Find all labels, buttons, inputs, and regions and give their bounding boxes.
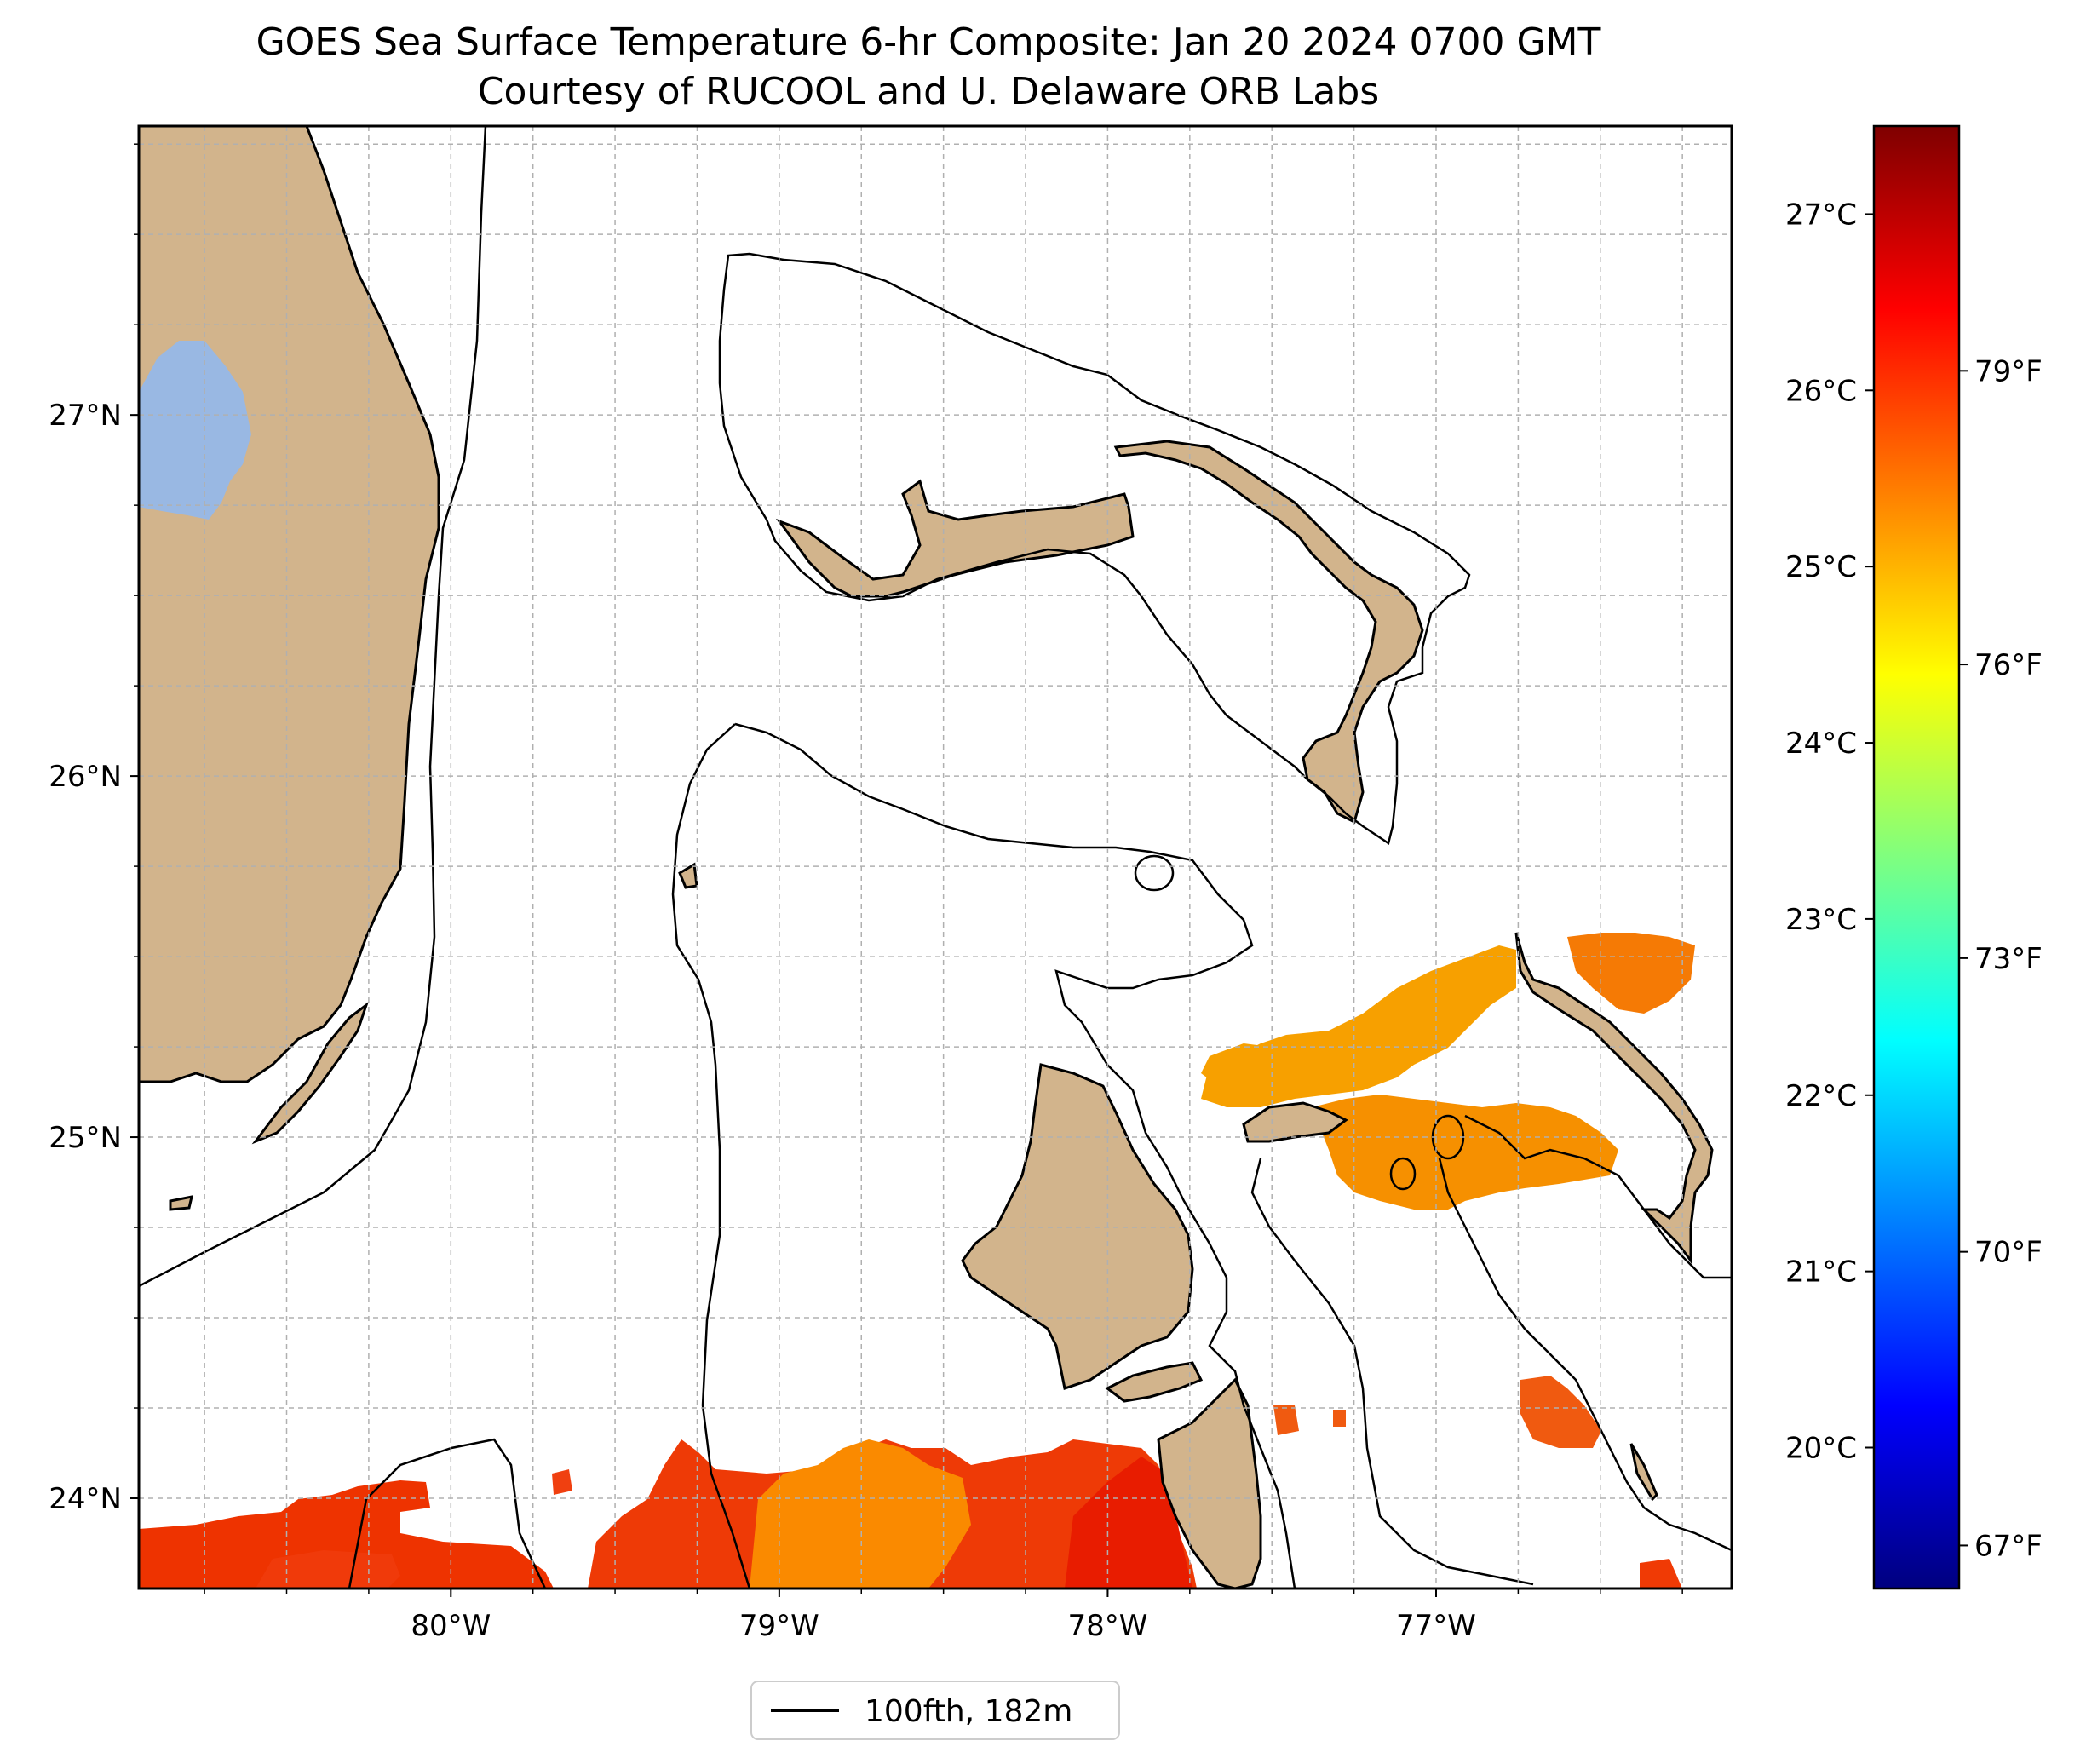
- lon-tick-label: 80°W: [411, 1609, 491, 1643]
- lat-tick-label: 25°N: [49, 1121, 122, 1155]
- legend-label: 100fth, 182m: [865, 1694, 1072, 1729]
- sst-patch-south-west: [139, 1480, 554, 1589]
- lon-tick-label: 77°W: [1396, 1609, 1476, 1643]
- land-andros-south: [1157, 1377, 1262, 1589]
- lat-tick-label: 26°N: [49, 760, 122, 794]
- colorbar-fahrenheit-label: 73°F: [1974, 942, 2043, 976]
- contour-great-bahama-bank-north: [734, 722, 1296, 1589]
- lake-okeechobee: [139, 341, 251, 520]
- colorbar-celsius-label: 23°C: [1785, 903, 1857, 937]
- legend-box: [750, 1681, 1120, 1740]
- land-florida-keys: [251, 1001, 369, 1145]
- colorbar-celsius-label: 24°C: [1785, 727, 1857, 761]
- colorbar-fahrenheit-label: 79°F: [1974, 354, 2043, 388]
- sst-data-layer: [139, 933, 1695, 1589]
- land-andros: [961, 1063, 1194, 1390]
- sst-patch-south-center-red: [1065, 1457, 1192, 1589]
- contour-small-ring-3: [1389, 1157, 1417, 1191]
- figure-subtitle: Courtesy of RUCOOL and U. Delaware ORB L…: [478, 70, 1379, 113]
- colorbar-gradient: [1872, 124, 1961, 1590]
- map-panel: 80°W 79°W 78°W 77°W 24°N 25°N 26°N 27°N: [49, 124, 1733, 1643]
- sst-patch-south-warm-core: [750, 1439, 971, 1589]
- colorbar-fahrenheit-label: 67°F: [1974, 1529, 2043, 1563]
- colorbar-fahrenheit-ticks: 79°F 76°F 73°F 70°F 67°F: [1959, 354, 2043, 1563]
- colorbar: 27°C 26°C 25°C 24°C 23°C 22°C 21°C 20°C 79°F 76°…: [1785, 124, 2043, 1590]
- colorbar-fahrenheit-label: 76°F: [1974, 648, 2043, 682]
- contour-little-bahama-bank: [718, 252, 1471, 846]
- contour-florida-shelf: [139, 126, 487, 1288]
- contour-andros-east: [1250, 1158, 1534, 1586]
- land-keys-small: [169, 1195, 193, 1211]
- sst-patch-east-small: [1273, 1405, 1299, 1435]
- colorbar-celsius-label: 22°C: [1785, 1079, 1857, 1113]
- sst-patch-east-ne-corner: [1567, 933, 1695, 1014]
- colorbar-celsius-label: 20°C: [1785, 1432, 1857, 1466]
- contour-exuma-sound: [1438, 1158, 1732, 1552]
- colorbar-celsius-label: 21°C: [1785, 1255, 1857, 1290]
- legend: 100fth, 182m: [750, 1681, 1120, 1740]
- figure-title: GOES Sea Surface Temperature 6-hr Compos…: [256, 20, 1601, 64]
- colorbar-celsius-label: 26°C: [1785, 374, 1857, 408]
- colorbar-celsius-label: 25°C: [1785, 550, 1857, 584]
- sst-patch-small-1: [552, 1469, 572, 1495]
- contour-small-ring-1: [1134, 854, 1175, 892]
- colorbar-celsius-label: 27°C: [1785, 198, 1857, 232]
- contour-south-west-loop: [348, 1438, 547, 1589]
- lon-tick-label: 79°W: [739, 1609, 819, 1643]
- land-eleuthera-west: [1242, 1101, 1348, 1143]
- contour-east-shelf: [1464, 1114, 1732, 1279]
- lat-tick-label: 24°N: [49, 1482, 122, 1516]
- sst-patch-east-south: [1520, 1376, 1601, 1448]
- lon-ticks: 80°W 79°W 78°W 77°W: [204, 1589, 1683, 1643]
- colorbar-fahrenheit-label: 70°F: [1974, 1236, 2043, 1270]
- land-east-small-isle: [1629, 1443, 1658, 1502]
- lon-tick-label: 78°W: [1067, 1609, 1147, 1643]
- gridlines: [139, 126, 1732, 1589]
- colorbar-celsius-ticks: 27°C 26°C 25°C 24°C 23°C 22°C 21°C 20°C: [1785, 198, 1874, 1466]
- map-frame: [137, 124, 1733, 1590]
- land-grand-bahama: [775, 479, 1135, 598]
- lat-ticks: 24°N 25°N 26°N 27°N: [49, 143, 139, 1516]
- lat-tick-label: 27°N: [49, 399, 122, 433]
- sst-patch-south-west-2: [256, 1550, 400, 1589]
- contour-tongue-of-ocean-west: [671, 723, 751, 1589]
- land-andros-mid: [1105, 1361, 1204, 1403]
- sst-patch-east-mid: [1312, 1095, 1618, 1210]
- sst-patch-east-small-2: [1333, 1410, 1346, 1427]
- land-eleuthera: [1514, 932, 1714, 1265]
- sst-patch-far-se: [1640, 1559, 1682, 1589]
